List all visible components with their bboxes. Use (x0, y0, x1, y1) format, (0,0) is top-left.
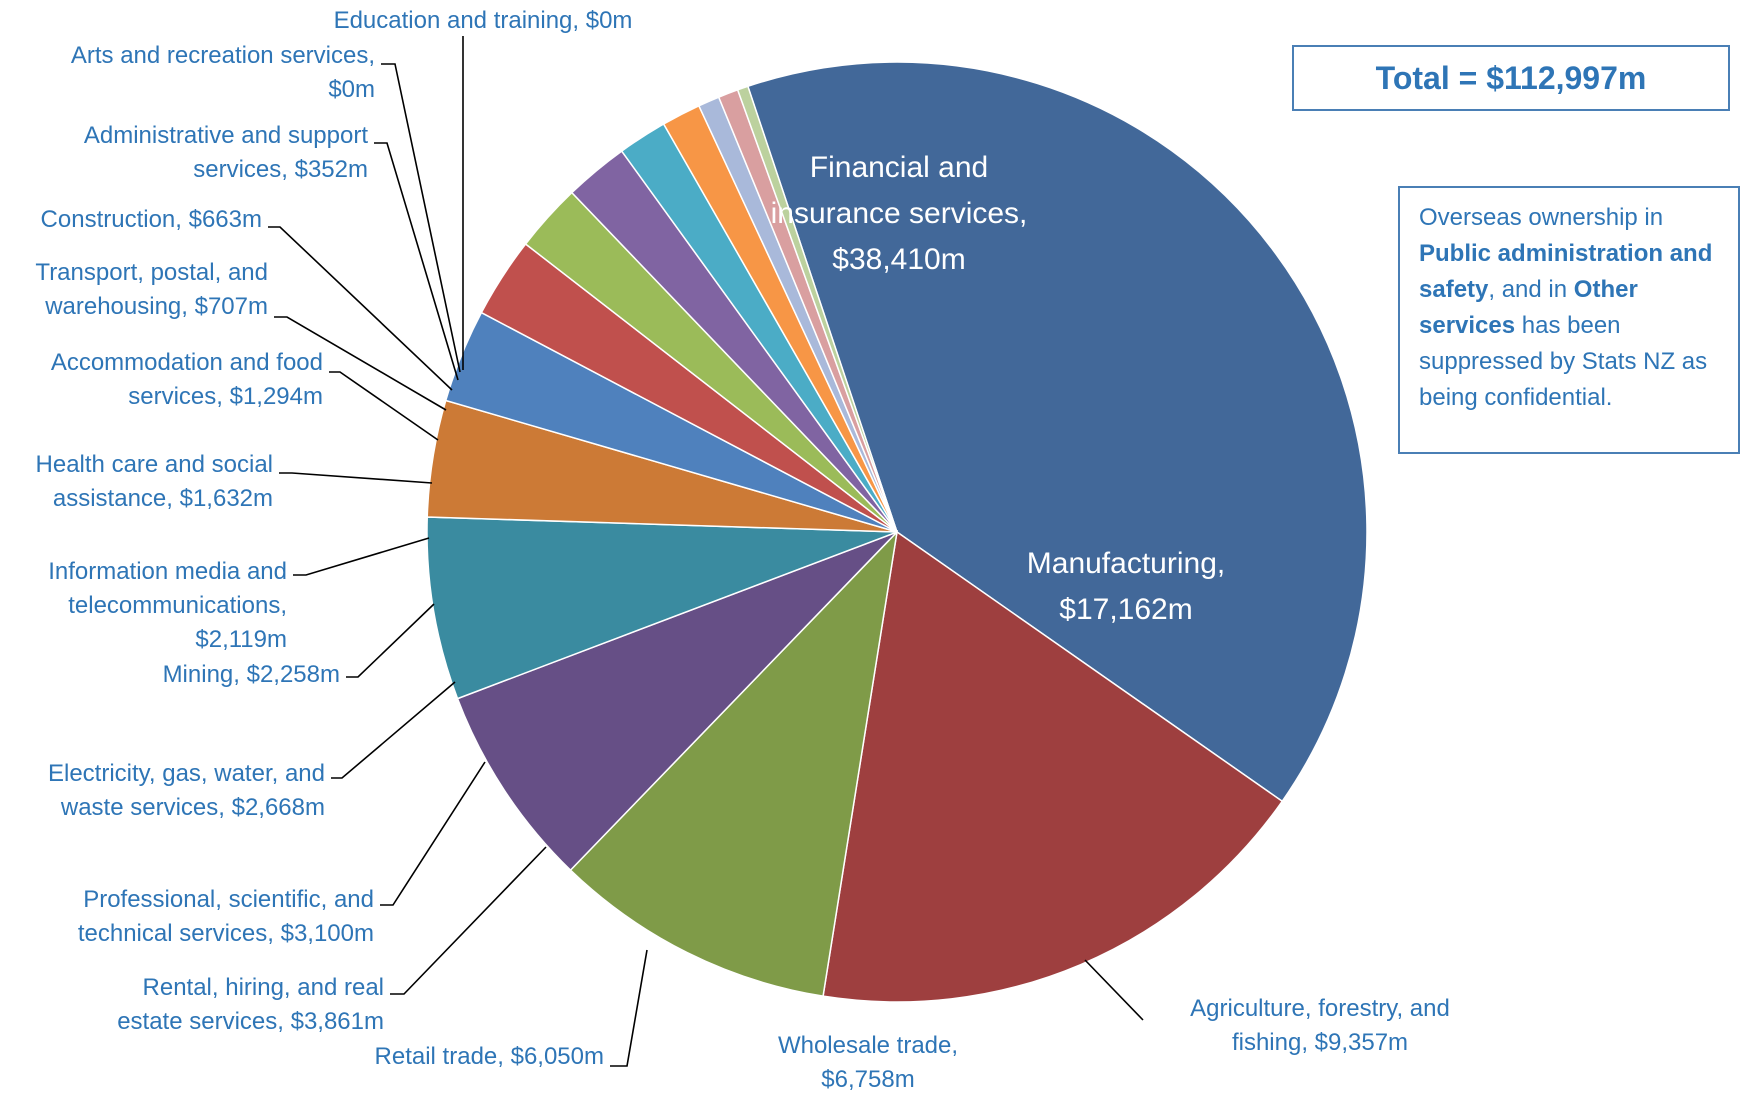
label-line: assistance, $1,632m (53, 485, 273, 512)
label-line: telecommunications, (68, 592, 287, 619)
label-line: Retail trade, $6,050m (375, 1043, 604, 1070)
label-line: $0m (328, 76, 375, 103)
label-line: insurance services, (771, 197, 1028, 230)
leader-line-professional-scientific-and-technical-services (380, 761, 486, 906)
label-line: Financial and (810, 151, 988, 184)
leader-line-rental-hiring-and-real-estate-services (390, 846, 547, 995)
leader-line-health-care-and-social-assistance (279, 472, 433, 484)
label-mining: Mining, $2,258m (163, 661, 340, 688)
note-text-2: , and in (1488, 276, 1574, 303)
label-line: $17,162m (1059, 593, 1192, 626)
label-line: Transport, postal, and (35, 259, 268, 286)
label-administrative-and-support-services: Administrative and support services, $352… (84, 122, 368, 183)
label-line: services, $1,294m (128, 383, 323, 410)
label-line: Electricity, gas, water, and (48, 760, 325, 787)
label-arts-and-recreation-services: Arts and recreation services, $0m (71, 42, 375, 103)
slice-agriculture-forestry-and-fishing (569, 529, 899, 998)
label-line: Construction, $663m (41, 206, 262, 233)
leader-line-electricity-gas-water-and-waste-services (331, 681, 456, 779)
label-line: $38,410m (832, 243, 965, 276)
confidentiality-note: Overseas ownership in Public administrat… (1398, 186, 1740, 454)
label-rental-hiring-and-real-estate-services: Rental, hiring, and real estate services,… (117, 974, 384, 1035)
label-line: Arts and recreation services, (71, 42, 375, 69)
note-text-1: Overseas ownership in (1419, 204, 1664, 231)
label-financial-and-insurance-services: Financial and insurance services, $38,410m (771, 151, 1028, 276)
total-text: Total = $112,997m (1375, 59, 1647, 96)
label-agriculture-forestry-and-fishing: Agriculture, forestry, and fishing, $9,35… (1190, 995, 1450, 1056)
label-transport-postal-and-warehousing: Transport, postal, and warehousing, $707m (35, 259, 268, 320)
label-line: Mining, $2,258m (163, 661, 340, 688)
label-line: Education and training, $0m (334, 7, 633, 34)
leader-line-construction (268, 226, 453, 391)
slice-labels: Financial and insurance services, $38,410m… (35, 7, 1449, 1093)
label-information-media-and-telecommunications: Information media and telecommunications,… (48, 558, 287, 653)
label-line: Accommodation and food (51, 349, 323, 376)
label-line: services, $352m (193, 156, 368, 183)
label-professional-scientific-and-technical-services: Professional, scientific, and technical s… (78, 886, 374, 947)
leader-line-retail-trade (610, 949, 648, 1067)
leader-line-transport-postal-and-warehousing (274, 316, 447, 411)
label-accommodation-and-food-services: Accommodation and food services, $1,294m (51, 349, 323, 410)
label-line: $2,119m (195, 626, 287, 653)
pie-slices (426, 61, 1368, 1003)
label-line: Manufacturing, (1027, 547, 1225, 580)
total-box: Total = $112,997m (1292, 45, 1730, 111)
slice-financial-and-insurance-services (746, 61, 1368, 803)
label-construction: Construction, $663m (41, 206, 262, 233)
slice-retail-trade (426, 516, 898, 700)
leader-line-administrative-and-support-services (374, 142, 459, 381)
label-line: Information media and (48, 558, 287, 585)
label-line: warehousing, $707m (44, 293, 268, 320)
label-line: Rental, hiring, and real (143, 974, 384, 1001)
label-line: Agriculture, forestry, and (1190, 995, 1450, 1022)
label-education-and-training: Education and training, $0m (334, 7, 633, 34)
label-line: Professional, scientific, and (83, 886, 374, 913)
note-bold-public-administration: Public administration and safety (1419, 240, 1713, 303)
label-retail-trade: Retail trade, $6,050m (375, 1043, 604, 1070)
note-bold-other-services: Other services (1419, 276, 1638, 339)
leader-line-mining (346, 603, 435, 678)
label-line: fishing, $9,357m (1232, 1029, 1408, 1056)
leader-line-information-media-and-telecommunications (293, 537, 430, 576)
label-line: Health care and social (36, 451, 273, 478)
label-health-care-and-social-assistance: Health care and social assistance, $1,632… (36, 451, 273, 512)
label-line: Wholesale trade, (778, 1032, 958, 1059)
slice-manufacturing (822, 530, 1284, 1003)
leader-line-agriculture-forestry-and-fishing (1084, 959, 1144, 1021)
label-line: waste services, $2,668m (60, 794, 325, 821)
label-line: technical services, $3,100m (78, 920, 374, 947)
label-line: $6,758m (821, 1066, 914, 1093)
label-electricity-gas-water-and-waste-services: Electricity, gas, water, and waste servic… (48, 760, 325, 821)
leader-line-accommodation-and-food-services (329, 371, 439, 441)
label-line: Administrative and support (84, 122, 368, 149)
leader-lines (268, 36, 1144, 1067)
slice-administrative-and-support-services (736, 85, 898, 533)
leader-line-arts-and-recreation-services (381, 63, 461, 373)
label-wholesale-trade: Wholesale trade, $6,758m (778, 1032, 958, 1093)
note-text-3: has been suppressed by Stats NZ as being… (1419, 312, 1708, 411)
slice-wholesale-trade (456, 531, 898, 872)
label-manufacturing: Manufacturing, $17,162m (1027, 547, 1225, 626)
label-line: estate services, $3,861m (117, 1008, 384, 1035)
